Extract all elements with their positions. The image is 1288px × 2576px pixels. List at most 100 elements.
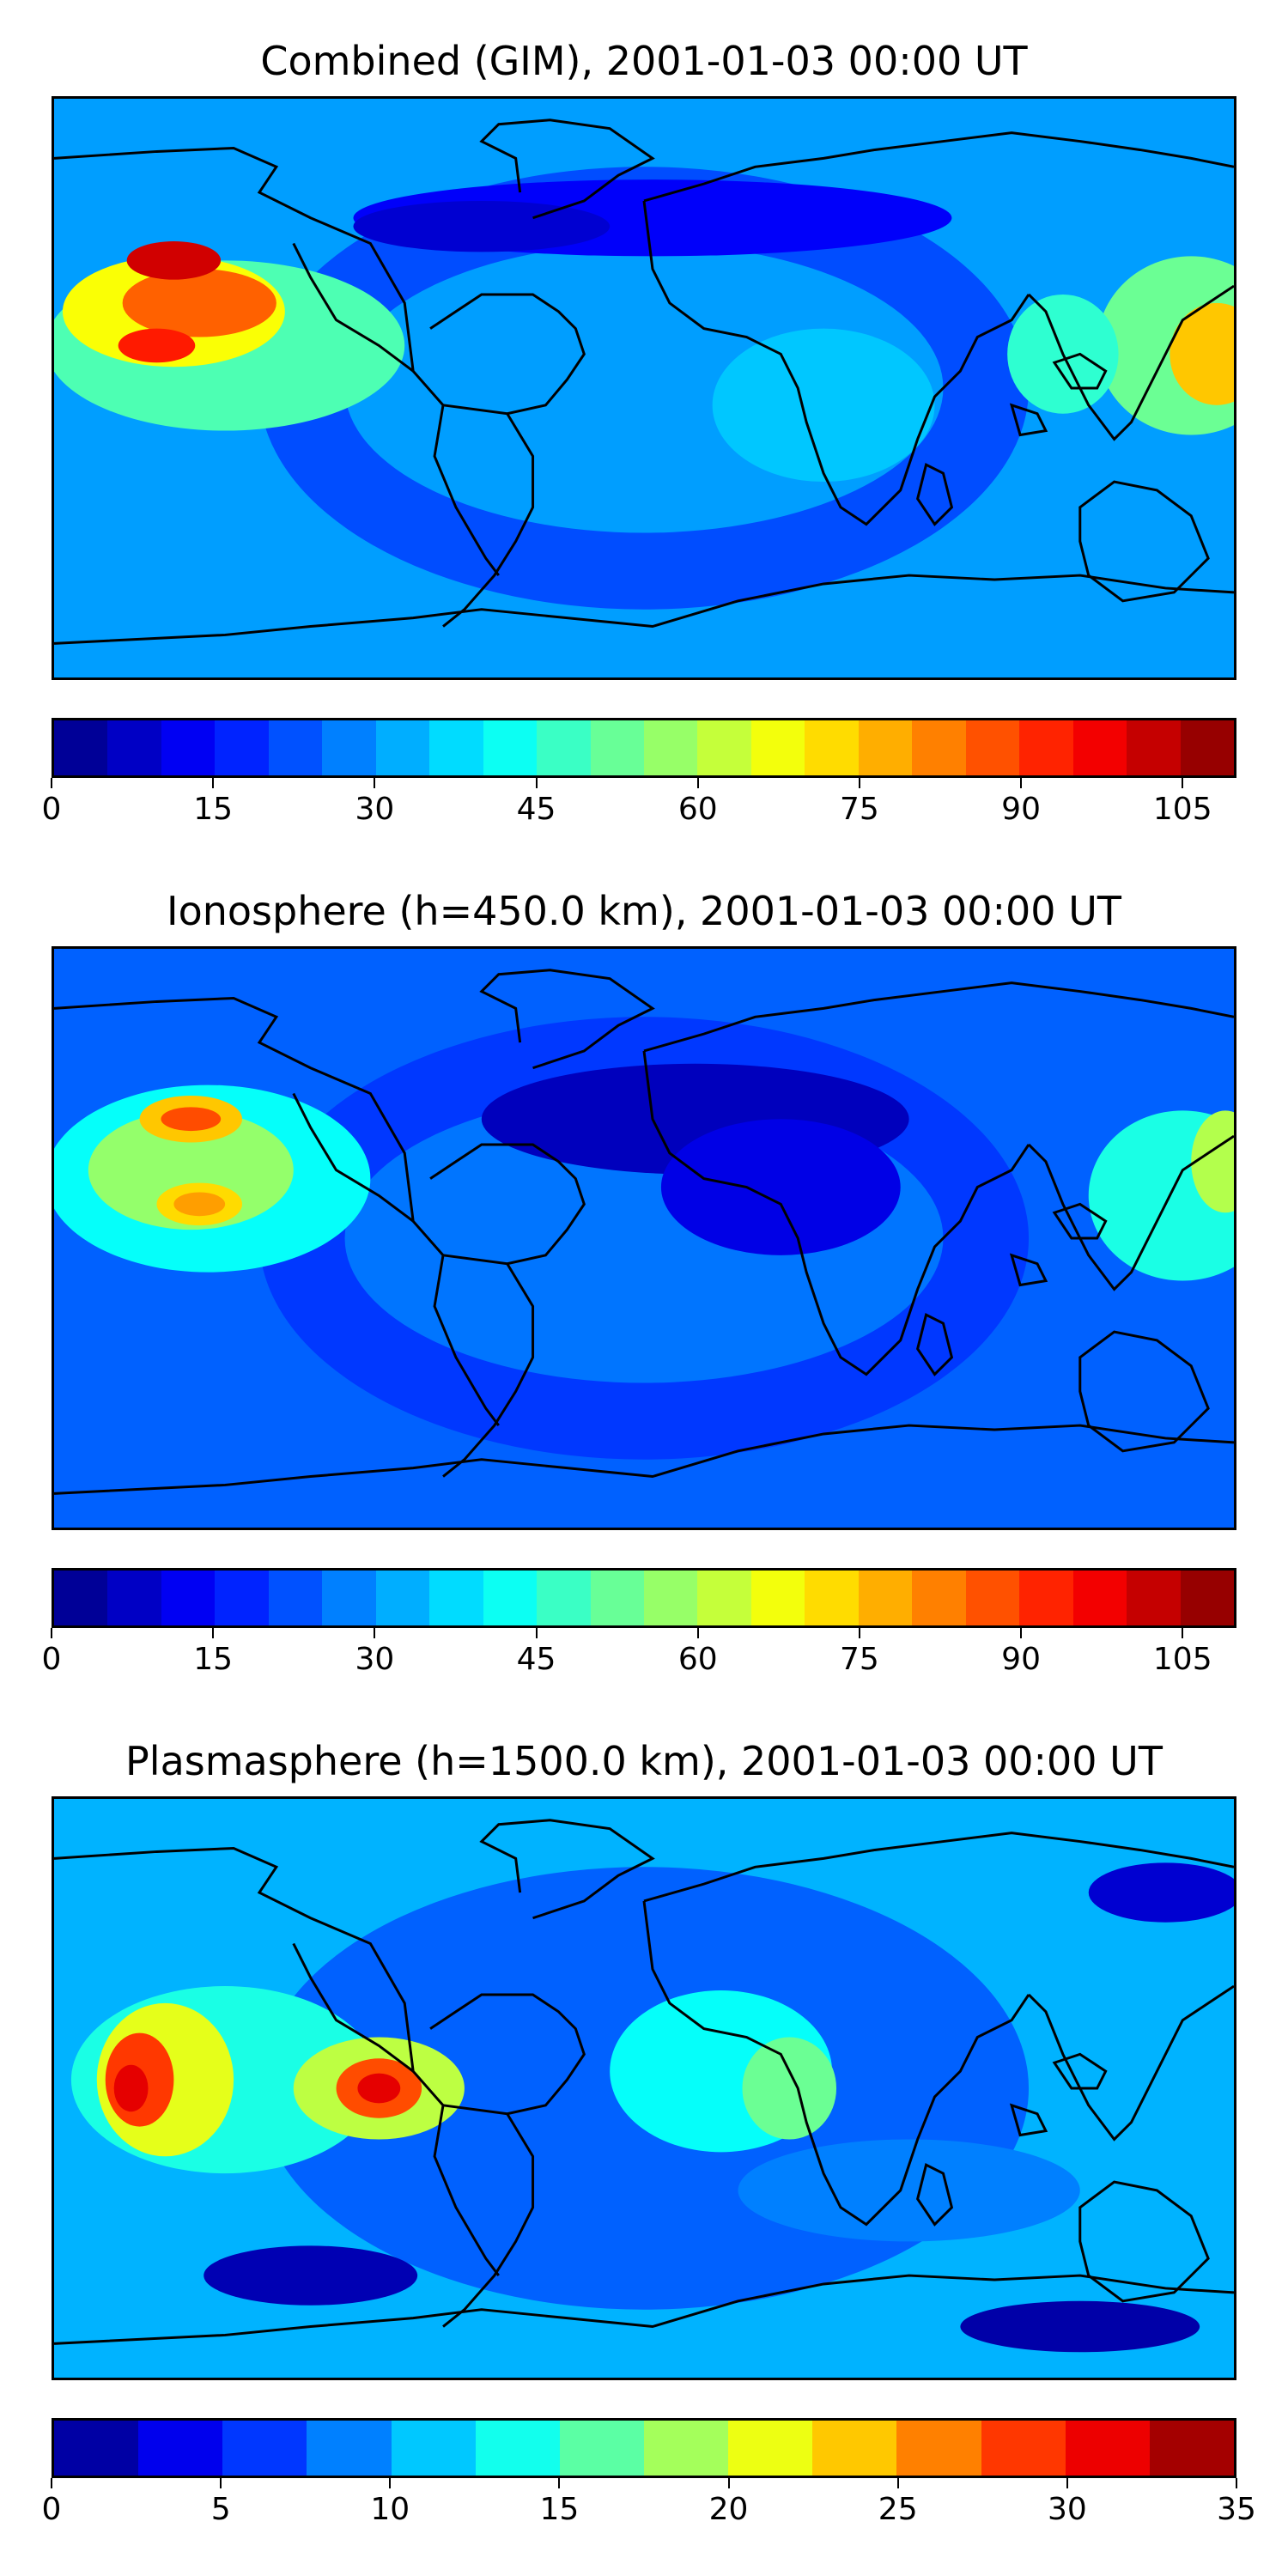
colorbar-tick [51,1628,52,1638]
field-contour [118,328,196,363]
coastline [292,1942,415,2073]
colorbar-tick-label: 60 [677,1642,718,1677]
field-contour [960,2300,1200,2353]
colorbar-tick [212,1628,215,1638]
colorbar-segment [268,720,323,775]
colorbar-tick [535,778,538,788]
colorbar-tick-label: 15 [539,2492,580,2527]
field-contour [1170,302,1234,405]
field-contour [88,1110,294,1230]
coastline [643,981,1234,1053]
colorbar-tick-label: 0 [41,792,62,827]
colorbar-tick-label: 0 [41,2492,62,2527]
colorbar-segment [429,1571,483,1625]
colorbar-tick-label: 90 [1001,792,1041,827]
coastline [54,574,1234,645]
colorbar-ionosphere [52,1568,1236,1628]
field-contour [1088,1862,1234,1923]
colorbar-segment [107,1571,161,1625]
coastline [1009,2103,1048,2137]
colorbar-tick [1066,2478,1068,2488]
coastline [442,1262,535,1478]
panel-title-ionosphere: Ionosphere (h=450.0 km), 2001-01-03 00:0… [167,888,1121,934]
colorbar-segment [965,1571,1020,1625]
colorbar-segment [54,720,108,775]
coastline [54,996,500,1426]
coastline [1052,2052,1108,2090]
colorbar-tick-label: 30 [355,792,395,827]
coastline [54,2274,1234,2345]
coastline [643,1832,1234,1903]
coastline [915,463,954,526]
colorbar-combined [52,718,1236,778]
colorbar-ticks-plasmasphere: 0 5 10 15 20 25 30 35 [42,2478,1256,2527]
colorbar-segment [896,2421,981,2476]
colorbar-segment [559,2421,644,2476]
colorbar-tick [51,778,52,788]
colorbar-segment [107,720,161,775]
colorbar-segment [728,2421,813,2476]
coastline [915,1313,954,1376]
colorbar-segment [697,720,751,775]
colorbar-segment [375,1571,430,1625]
colorbar-tick-label: 0 [41,1642,62,1677]
coastline [1052,1202,1108,1240]
colorbar-segment [805,1571,859,1625]
colorbar-segment [1127,720,1181,775]
colorbar-segment [858,720,913,775]
map-plasmasphere [52,1796,1236,2380]
field-contour [353,200,611,252]
coastline [642,200,1030,526]
colorbar-segment [1019,720,1073,775]
colorbar-tick [727,2478,730,2488]
colorbar-segment [54,2421,139,2476]
colorbar-segment [161,1571,216,1625]
coastline [292,1092,415,1223]
colorbar-segment [805,720,859,775]
colorbar-plasmasphere [52,2418,1236,2478]
colorbar-tick [1020,778,1023,788]
colorbar-segment [322,720,376,775]
coastline [1027,1984,1234,2142]
colorbar-tick [1236,2478,1237,2488]
panel-title-combined: Combined (GIM), 2001-01-03 00:00 UT [260,38,1028,84]
coastline [54,1424,1234,1495]
coastline [1052,352,1108,390]
coastline [1078,480,1210,603]
coastline [1027,1134,1234,1291]
colorbar-tick-label: 5 [210,2492,231,2527]
colorbar-segment [1180,720,1234,775]
colorbar-segment [965,720,1020,775]
colorbar-segment [307,2421,392,2476]
colorbar-tick [896,2478,899,2488]
colorbar-tick [535,1628,538,1638]
colorbar-tick [51,2478,52,2488]
colorbar-tick [858,1628,860,1638]
coastline [1009,1253,1048,1287]
field-contour [660,1119,901,1255]
colorbar-tick [1182,1628,1184,1638]
colorbar-segment [215,720,269,775]
colorbar-segment [643,720,698,775]
colorbar-tick [696,1628,699,1638]
colorbar-tick [1182,778,1184,788]
coastline [1027,284,1234,441]
coastline [1078,1330,1210,1453]
coastline [429,1993,586,2116]
colorbar-segment [483,720,538,775]
colorbar-tick-label: 45 [516,792,556,827]
colorbar-segment [268,1571,323,1625]
colorbar-segment [475,2421,560,2476]
colorbar-tick [696,778,699,788]
field-contour [204,2245,418,2306]
colorbar-segment [391,2421,476,2476]
colorbar-tick-label: 20 [708,2492,749,2527]
coastline [54,1846,500,2276]
colorbar-tick [389,2478,392,2488]
coastline [642,1900,1030,2227]
colorbar-segment [590,720,644,775]
colorbar-segment [912,1571,966,1625]
colorbar-ticks-combined: 0 15 30 45 60 75 90 105 [42,778,1236,827]
field-contour [122,269,276,337]
colorbar-tick-label: 35 [1217,2492,1256,2527]
